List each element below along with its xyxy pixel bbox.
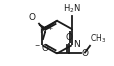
Text: N: N xyxy=(72,40,79,49)
Text: $^-$O: $^-$O xyxy=(32,42,49,53)
Text: O: O xyxy=(81,49,88,58)
Text: O: O xyxy=(65,33,72,42)
Text: H$_2$N: H$_2$N xyxy=(62,3,80,15)
Text: O: O xyxy=(29,13,36,22)
Text: CH$_3$: CH$_3$ xyxy=(90,33,106,45)
Text: N$^+$: N$^+$ xyxy=(38,25,53,36)
